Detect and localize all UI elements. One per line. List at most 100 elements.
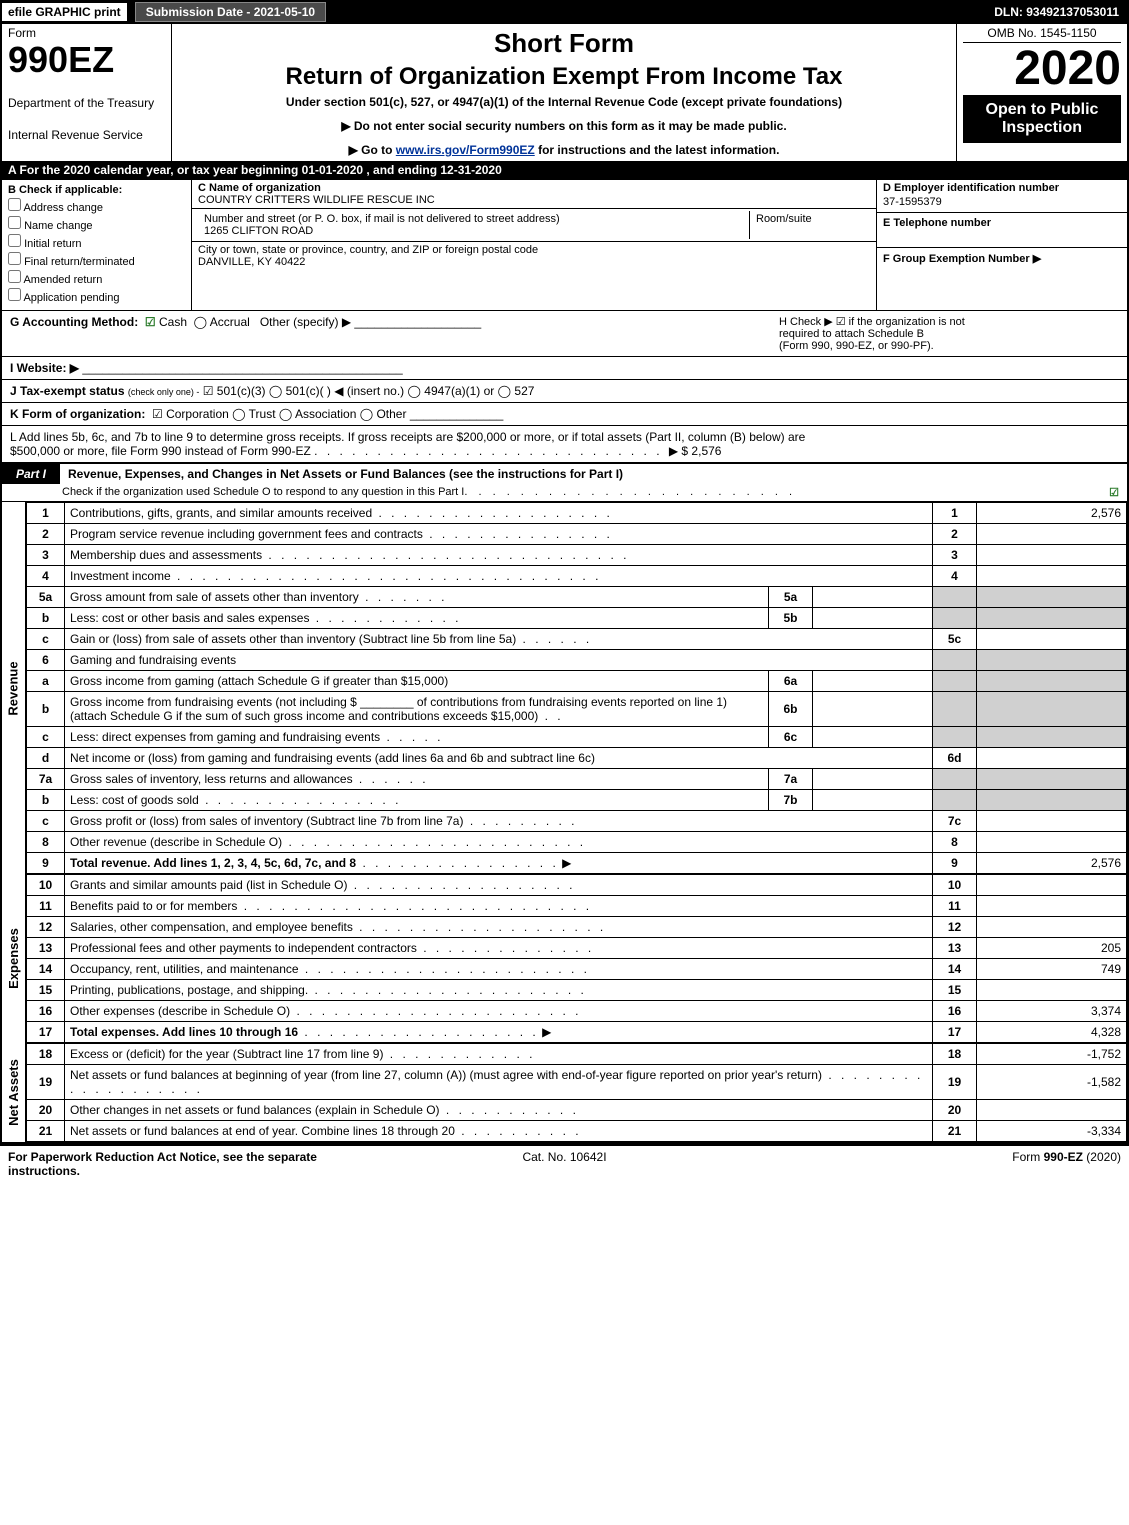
- org-name: COUNTRY CRITTERS WILDLIFE RESCUE INC: [198, 194, 435, 206]
- j-small: (check only one) -: [128, 387, 200, 397]
- department-treasury: Department of the Treasury: [8, 96, 165, 110]
- netassets-table: 18Excess or (deficit) for the year (Subt…: [26, 1043, 1127, 1142]
- footer: For Paperwork Reduction Act Notice, see …: [0, 1144, 1129, 1182]
- e-phone-label: E Telephone number: [883, 217, 1121, 229]
- side-revenue-text: Revenue: [6, 661, 21, 715]
- footer-catalog: Cat. No. 10642I: [379, 1150, 750, 1178]
- row-l: L Add lines 5b, 6c, and 7b to line 9 to …: [2, 425, 1127, 462]
- expenses-table: 10Grants and similar amounts paid (list …: [26, 874, 1127, 1043]
- street-address: 1265 CLIFTON ROAD: [204, 225, 313, 237]
- goto-post: for instructions and the latest informat…: [535, 143, 780, 157]
- goto-pre: ▶ Go to: [349, 143, 396, 157]
- part1-label: Part I: [2, 464, 60, 484]
- info-grid: B Check if applicable: Address change Na…: [2, 179, 1127, 310]
- f-group-label: F Group Exemption Number ▶: [883, 252, 1121, 265]
- footer-right: Form 990-EZ (2020): [750, 1150, 1121, 1178]
- line-3: 3Membership dues and assessments . . . .…: [27, 545, 1127, 566]
- header-right: OMB No. 1545-1150 2020 Open to Public In…: [957, 24, 1127, 161]
- line-14: 14Occupancy, rent, utilities, and mainte…: [27, 959, 1127, 980]
- line-5b: bLess: cost or other basis and sales exp…: [27, 608, 1127, 629]
- side-revenue: Revenue: [2, 502, 26, 874]
- row-g-h: G Accounting Method: ☑ Cash ◯ Accrual Ot…: [2, 310, 1127, 356]
- section-a: A For the 2020 calendar year, or tax yea…: [2, 161, 1127, 179]
- part1-subtitle: Check if the organization used Schedule …: [2, 484, 1127, 502]
- side-netassets-text: Net Assets: [6, 1059, 21, 1126]
- j-label: J Tax-exempt status: [10, 384, 125, 398]
- line-16: 16Other expenses (describe in Schedule O…: [27, 1001, 1127, 1022]
- column-d: D Employer identification number 37-1595…: [877, 180, 1127, 310]
- column-c: C Name of organization COUNTRY CRITTERS …: [192, 180, 877, 310]
- side-expenses: Expenses: [2, 874, 26, 1043]
- chk-final-return[interactable]: Final return/terminated: [8, 252, 185, 268]
- line-18: 18Excess or (deficit) for the year (Subt…: [27, 1044, 1127, 1065]
- ein-value: 37-1595379: [883, 196, 1121, 208]
- expenses-section: Expenses 10Grants and similar amounts pa…: [2, 874, 1127, 1043]
- line-17: 17Total expenses. Add lines 10 through 1…: [27, 1022, 1127, 1043]
- k-options: ☑ Corporation ◯ Trust ◯ Association ◯ Ot…: [152, 407, 406, 421]
- line-21: 21Net assets or fund balances at end of …: [27, 1121, 1127, 1142]
- header-middle: Short Form Return of Organization Exempt…: [172, 24, 957, 161]
- c-name-label: C Name of organization: [198, 182, 321, 194]
- irs-link[interactable]: www.irs.gov/Form990EZ: [396, 143, 535, 157]
- h-schedule-b: H Check ▶ ☑ if the organization is not r…: [779, 315, 1119, 352]
- g-label: G Accounting Method:: [10, 315, 138, 329]
- row-k: K Form of organization: ☑ Corporation ◯ …: [2, 402, 1127, 425]
- footer-left: For Paperwork Reduction Act Notice, see …: [8, 1150, 379, 1178]
- city-label: City or town, state or province, country…: [198, 244, 538, 256]
- internal-revenue: Internal Revenue Service: [8, 128, 165, 142]
- column-b: B Check if applicable: Address change Na…: [2, 180, 192, 310]
- line-5c: cGain or (loss) from sale of assets othe…: [27, 629, 1127, 650]
- return-title: Return of Organization Exempt From Incom…: [180, 63, 948, 91]
- tax-year: 2020: [963, 45, 1121, 93]
- line-2: 2Program service revenue including gover…: [27, 524, 1127, 545]
- line-11: 11Benefits paid to or for members . . . …: [27, 896, 1127, 917]
- line-12: 12Salaries, other compensation, and empl…: [27, 917, 1127, 938]
- line-6a: aGross income from gaming (attach Schedu…: [27, 671, 1127, 692]
- chk-name-change[interactable]: Name change: [8, 216, 185, 232]
- line-6c: cLess: direct expenses from gaming and f…: [27, 727, 1127, 748]
- short-form-title: Short Form: [180, 28, 948, 59]
- line-7a: 7aGross sales of inventory, less returns…: [27, 769, 1127, 790]
- line-7b: bLess: cost of goods sold . . . . . . . …: [27, 790, 1127, 811]
- chk-initial-return[interactable]: Initial return: [8, 234, 185, 250]
- line-19: 19Net assets or fund balances at beginni…: [27, 1065, 1127, 1100]
- side-netassets: Net Assets: [2, 1043, 26, 1142]
- chk-amended[interactable]: Amended return: [8, 270, 185, 286]
- city-box: City or town, state or province, country…: [192, 242, 876, 270]
- j-options: ☑ 501(c)(3) ◯ 501(c)( ) ◀ (insert no.) ◯…: [203, 384, 535, 398]
- line-9: 9Total revenue. Add lines 1, 2, 3, 4, 5c…: [27, 853, 1127, 874]
- g-accounting: G Accounting Method: ☑ Cash ◯ Accrual Ot…: [10, 315, 779, 352]
- line-1: 1Contributions, gifts, grants, and simil…: [27, 503, 1127, 524]
- addr-label: Number and street (or P. O. box, if mail…: [204, 213, 560, 225]
- check-icon: ☑: [145, 315, 156, 329]
- phone-value: [883, 231, 1121, 243]
- netassets-section: Net Assets 18Excess or (deficit) for the…: [2, 1043, 1127, 1142]
- line-10: 10Grants and similar amounts paid (list …: [27, 875, 1127, 896]
- side-expenses-text: Expenses: [6, 928, 21, 989]
- chk-address-change[interactable]: Address change: [8, 198, 185, 214]
- check-icon: ☑: [1109, 486, 1119, 499]
- chk-pending[interactable]: Application pending: [8, 288, 185, 304]
- line-6b: bGross income from fundraising events (n…: [27, 692, 1127, 727]
- line-4: 4Investment income . . . . . . . . . . .…: [27, 566, 1127, 587]
- h-line1: H Check ▶ ☑ if the organization is not: [779, 316, 965, 328]
- room-suite: Room/suite: [750, 211, 870, 239]
- row-i: I Website: ▶ ___________________________…: [2, 356, 1127, 379]
- header-left: Form 990EZ Department of the Treasury In…: [2, 24, 172, 161]
- address-left: Number and street (or P. O. box, if mail…: [198, 211, 750, 239]
- row-j: J Tax-exempt status (check only one) - ☑…: [2, 379, 1127, 402]
- form-number: 990EZ: [8, 42, 165, 78]
- line-6d: dNet income or (loss) from gaming and fu…: [27, 748, 1127, 769]
- g-accrual: Accrual: [210, 315, 250, 329]
- b-header: B Check if applicable:: [8, 184, 122, 196]
- top-bar: efile GRAPHIC print Submission Date - 20…: [2, 2, 1127, 22]
- under-section: Under section 501(c), 527, or 4947(a)(1)…: [180, 95, 948, 109]
- l-text1: L Add lines 5b, 6c, and 7b to line 9 to …: [10, 430, 805, 444]
- i-label: I Website: ▶: [10, 361, 79, 375]
- form-word: Form: [8, 26, 165, 40]
- h-line2: required to attach Schedule B: [779, 328, 924, 340]
- submission-date: Submission Date - 2021-05-10: [135, 2, 326, 22]
- dln-number: DLN: 93492137053011: [986, 3, 1127, 21]
- l-dots: . . . . . . . . . . . . . . . . . . . . …: [314, 444, 669, 458]
- form-container: efile GRAPHIC print Submission Date - 20…: [0, 0, 1129, 1144]
